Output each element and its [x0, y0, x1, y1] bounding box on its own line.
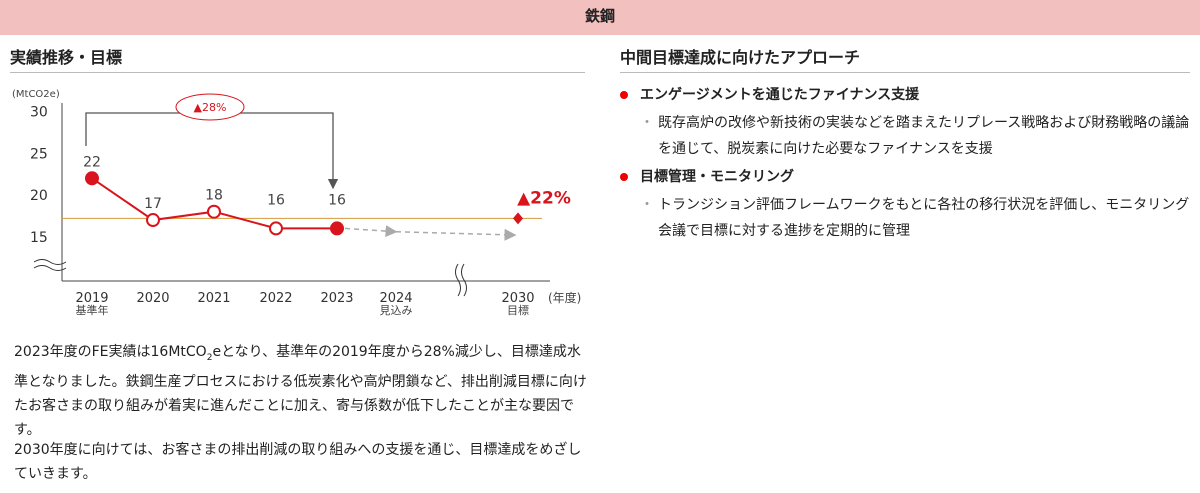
subscript: 2 — [206, 352, 213, 363]
approach-heading: エンゲージメントを通じたファイナンス支援 — [620, 84, 1195, 106]
y-axis-unit: (MtCO2e) — [12, 89, 60, 100]
bullet-dot: ・ — [640, 115, 654, 131]
target-label: ▲22% — [517, 188, 571, 208]
y-tick-label: 25 — [30, 146, 48, 162]
approach-detail: トランジション評価フレームワークをもとに各社の移行状況を評価し、モニタリング会議… — [658, 197, 1190, 239]
right-section-title: 中間目標達成に向けたアプローチ — [620, 44, 1190, 73]
x-axis-unit: (年度) — [548, 290, 581, 305]
approach-item: エンゲージメントを通じたファイナンス支援 ・既存高炉の改修や新技術の実装などを踏… — [620, 84, 1195, 162]
data-label: 18 — [205, 188, 223, 204]
data-label: 17 — [144, 196, 162, 212]
sector-header: 鉄鋼 — [0, 0, 1200, 35]
outlook-paragraph: 2030年度に向けては、お客さまの排出削減の取り組みへの支援を通じ、目標達成をめ… — [14, 442, 582, 482]
data-label: 16 — [267, 192, 285, 208]
x-sub-label: 見込み — [380, 304, 413, 317]
y-tick-label: 15 — [30, 230, 48, 246]
x-tick-label: 2024 — [379, 291, 412, 306]
projection-line — [344, 225, 398, 238]
y-tick-label: 30 — [30, 105, 48, 121]
x-tick-label: 2019 — [75, 291, 108, 306]
data-label: 22 — [83, 154, 101, 170]
x-tick-label: 2020 — [136, 291, 169, 306]
approach-detail: 既存高炉の改修や新技術の実装などを踏まえたリプレース戦略および財務戦略の議論を通… — [658, 115, 1190, 157]
approach-heading: 目標管理・モニタリング — [620, 166, 1195, 188]
axis-break-icon — [455, 263, 467, 297]
x-tick-label: 2023 — [320, 291, 353, 306]
reduction-badge — [175, 93, 245, 121]
target-marker — [513, 212, 523, 225]
x-tick-label: 2022 — [259, 291, 292, 306]
approach-item: 目標管理・モニタリング ・トランジション評価フレームワークをもとに各社の移行状況… — [620, 166, 1195, 244]
x-tick-label: 2021 — [197, 291, 230, 306]
summary-paragraph: 2023年度のFE実績は16MtCO2eとなり、基準年の2019年度から28%減… — [14, 340, 594, 442]
left-section-title: 実績推移・目標 — [10, 44, 585, 73]
data-point — [207, 204, 221, 219]
x-sub-label: 基準年 — [76, 303, 109, 317]
paragraph-text: 2023年度のFE実績は16MtCO — [14, 344, 207, 360]
x-sub-label: 目標 — [507, 303, 529, 317]
axis-break-icon — [33, 259, 67, 271]
reduction-bracket-arrow — [85, 112, 339, 190]
data-point — [269, 221, 283, 236]
data-point — [146, 213, 160, 228]
data-label: 16 — [328, 192, 346, 208]
projection-line — [395, 228, 517, 241]
data-point — [330, 221, 344, 236]
paragraph-text: eとなり、基準年の2019年度から28%減少し、目標達成水準となりました。鉄鋼生… — [14, 344, 587, 438]
data-point — [85, 171, 99, 186]
x-tick-label: 2030 — [501, 291, 534, 306]
bullet-dot: ・ — [640, 197, 654, 213]
reduction-label: ▲28% — [194, 101, 227, 114]
y-tick-label: 20 — [30, 188, 48, 204]
